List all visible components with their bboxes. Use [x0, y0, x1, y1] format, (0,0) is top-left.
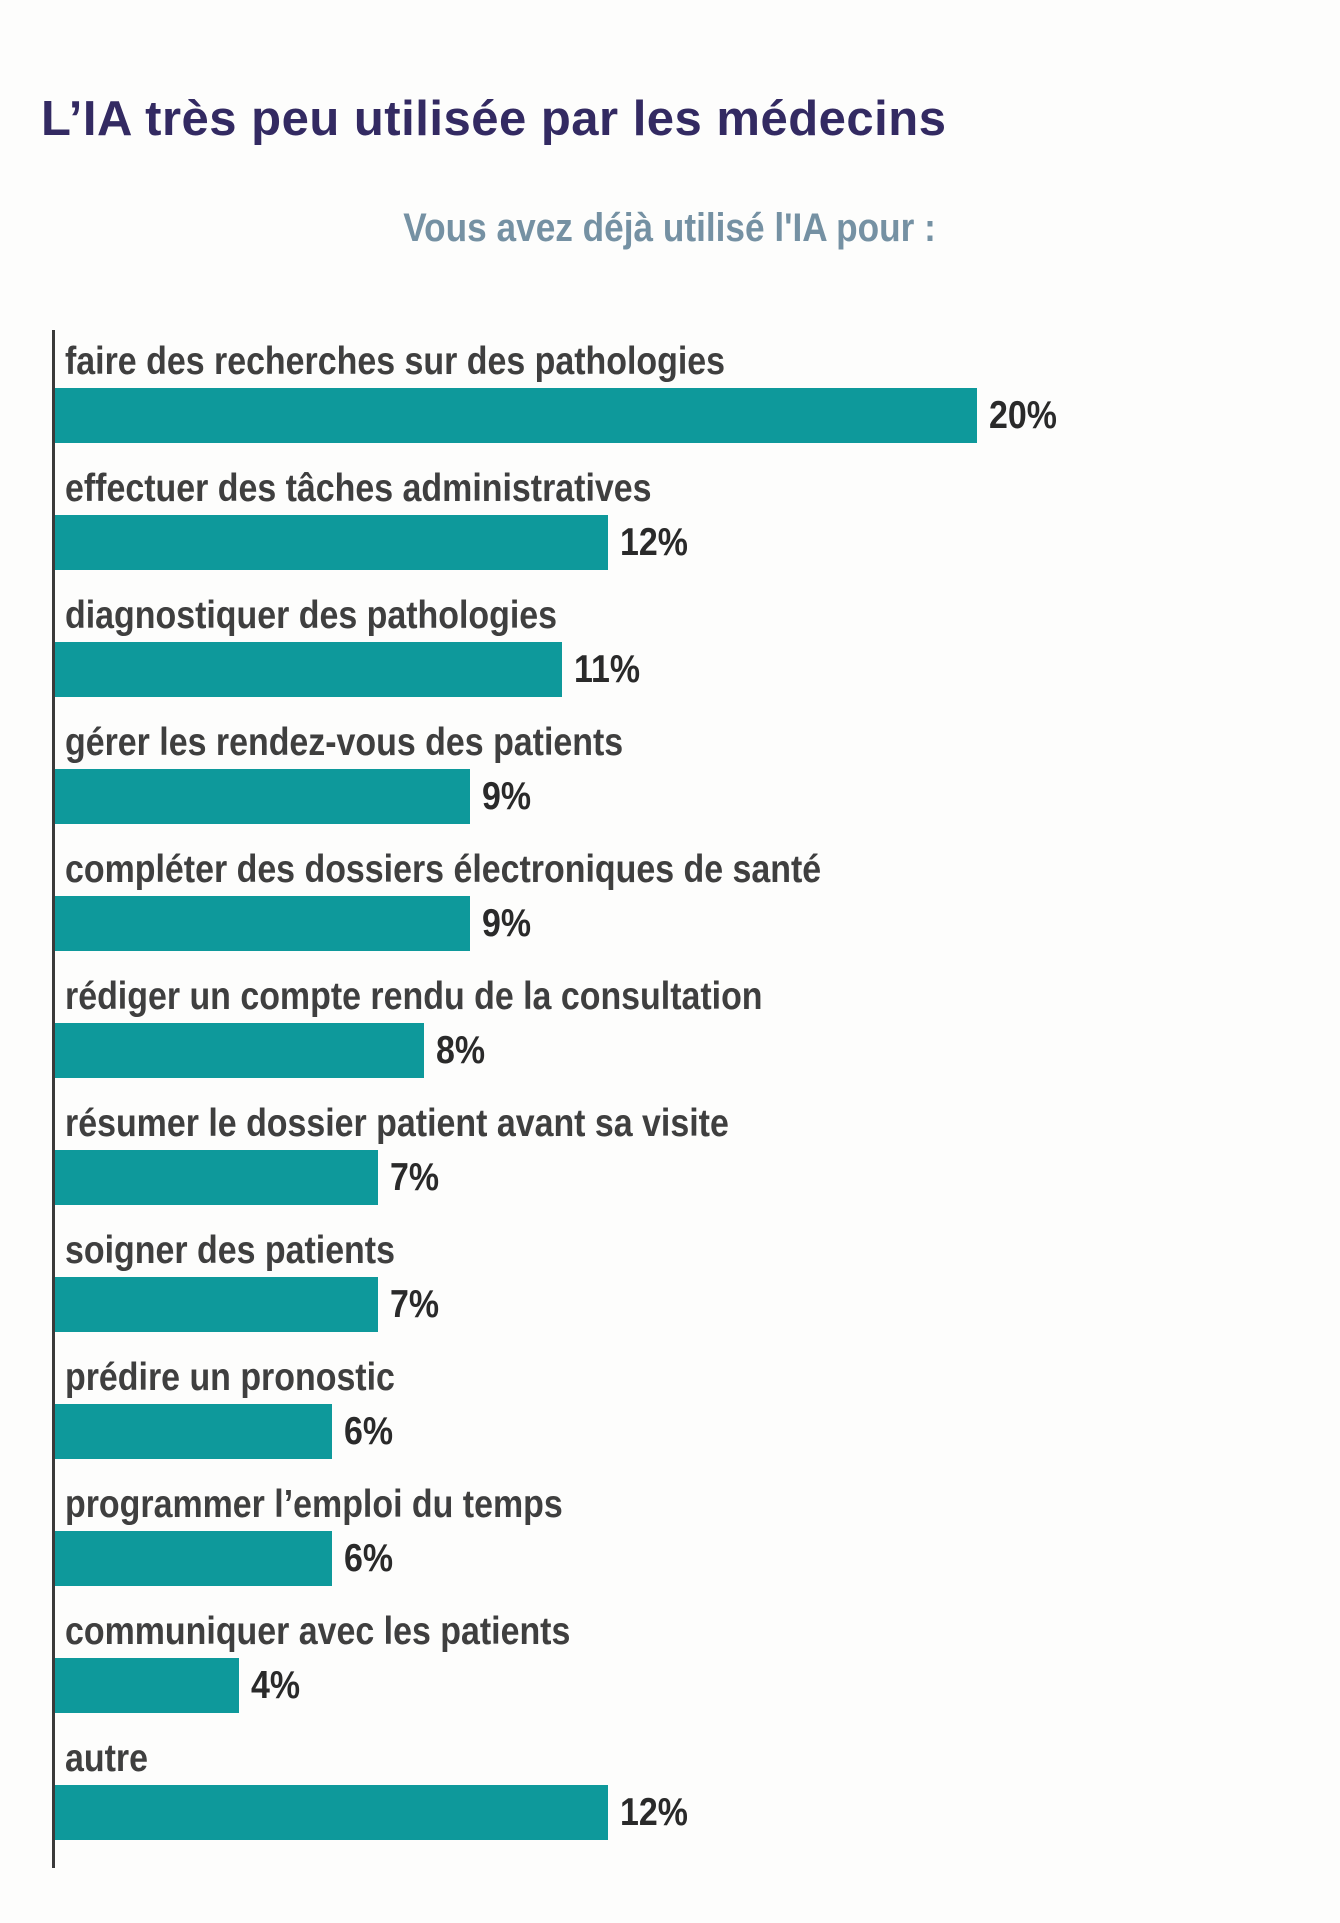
- category-label: prédire un pronostic: [55, 1346, 1310, 1404]
- bar-track: 20%: [55, 388, 1310, 443]
- category-label-text: programmer l’emploi du temps: [65, 1483, 563, 1526]
- bar-track: 11%: [55, 642, 1310, 697]
- bar-chart: faire des recherches sur des pathologies…: [52, 330, 1310, 1868]
- category-label: rédiger un compte rendu de la consultati…: [55, 965, 1310, 1023]
- value-label: 4%: [251, 1663, 301, 1707]
- category-label: programmer l’emploi du temps: [55, 1473, 1310, 1531]
- bar: [55, 1531, 332, 1586]
- value-label: 11%: [574, 647, 641, 691]
- bar-track: 7%: [55, 1277, 1310, 1332]
- category-label-text: rédiger un compte rendu de la consultati…: [65, 975, 763, 1018]
- bar-row: rédiger un compte rendu de la consultati…: [55, 965, 1310, 1092]
- bar-row: soigner des patients 7%: [55, 1219, 1310, 1346]
- bar: [55, 642, 563, 697]
- bar: [55, 515, 609, 570]
- category-label-text: résumer le dossier patient avant sa visi…: [65, 1102, 729, 1145]
- bar-row: gérer les rendez-vous des patients 9%: [55, 711, 1310, 838]
- category-label: autre: [55, 1727, 1310, 1785]
- bar-row: effectuer des tâches administratives 12%: [55, 457, 1310, 584]
- value-label: 6%: [343, 1409, 393, 1453]
- page-title: L’IA très peu utilisée par les médecins: [41, 92, 947, 146]
- value-label: 12%: [620, 1790, 689, 1834]
- bar-row: diagnostiquer des pathologies 11%: [55, 584, 1310, 711]
- bar: [55, 769, 470, 824]
- category-label-text: diagnostiquer des pathologies: [65, 594, 558, 637]
- bar-track: 12%: [55, 1785, 1310, 1840]
- bar: [55, 1150, 378, 1205]
- bar-row: autre 12%: [55, 1727, 1310, 1854]
- bar: [55, 1658, 240, 1713]
- bar: [55, 1023, 424, 1078]
- category-label-text: compléter des dossiers électroniques de …: [65, 848, 822, 891]
- value-label: 6%: [343, 1536, 393, 1580]
- bar-track: 7%: [55, 1150, 1310, 1205]
- bar: [55, 1277, 378, 1332]
- category-label: communiquer avec les patients: [55, 1600, 1310, 1658]
- bar-row: faire des recherches sur des pathologies…: [55, 330, 1310, 457]
- bar-row: résumer le dossier patient avant sa visi…: [55, 1092, 1310, 1219]
- category-label: compléter des dossiers électroniques de …: [55, 838, 1310, 896]
- category-label: diagnostiquer des pathologies: [55, 584, 1310, 642]
- category-label-text: effectuer des tâches administratives: [65, 467, 652, 510]
- bar-row: prédire un pronostic 6%: [55, 1346, 1310, 1473]
- bar-track: 8%: [55, 1023, 1310, 1078]
- category-label-text: gérer les rendez-vous des patients: [65, 721, 624, 764]
- chart-title: Vous avez déjà utilisé l'IA pour :: [403, 206, 937, 250]
- value-label: 20%: [989, 393, 1057, 437]
- category-label-text: communiquer avec les patients: [65, 1610, 571, 1653]
- value-label: 7%: [389, 1282, 439, 1326]
- value-label: 8%: [435, 1028, 485, 1072]
- category-label: effectuer des tâches administratives: [55, 457, 1310, 515]
- category-label: résumer le dossier patient avant sa visi…: [55, 1092, 1310, 1150]
- category-label: faire des recherches sur des pathologies: [55, 330, 1310, 388]
- bar-track: 6%: [55, 1404, 1310, 1459]
- bar-track: 6%: [55, 1531, 1310, 1586]
- bar-track: 9%: [55, 769, 1310, 824]
- bar-row: programmer l’emploi du temps 6%: [55, 1473, 1310, 1600]
- value-label: 9%: [481, 901, 531, 945]
- bar-row: compléter des dossiers électroniques de …: [55, 838, 1310, 965]
- category-label-text: autre: [65, 1737, 148, 1780]
- category-label-text: faire des recherches sur des pathologies: [65, 340, 726, 383]
- value-label: 7%: [389, 1155, 439, 1199]
- chart-subtitle-wrap: Vous avez déjà utilisé l'IA pour :: [0, 205, 1340, 251]
- category-label: gérer les rendez-vous des patients: [55, 711, 1310, 769]
- bar: [55, 1785, 609, 1840]
- bar-track: 12%: [55, 515, 1310, 570]
- bar-row: communiquer avec les patients 4%: [55, 1600, 1310, 1727]
- bar-track: 4%: [55, 1658, 1310, 1713]
- value-label: 12%: [620, 520, 689, 564]
- bar: [55, 1404, 332, 1459]
- category-label: soigner des patients: [55, 1219, 1310, 1277]
- bar: [55, 388, 977, 443]
- category-label-text: soigner des patients: [65, 1229, 395, 1272]
- category-label-text: prédire un pronostic: [65, 1356, 395, 1399]
- value-label: 9%: [481, 774, 531, 818]
- bar-track: 9%: [55, 896, 1310, 951]
- bar: [55, 896, 470, 951]
